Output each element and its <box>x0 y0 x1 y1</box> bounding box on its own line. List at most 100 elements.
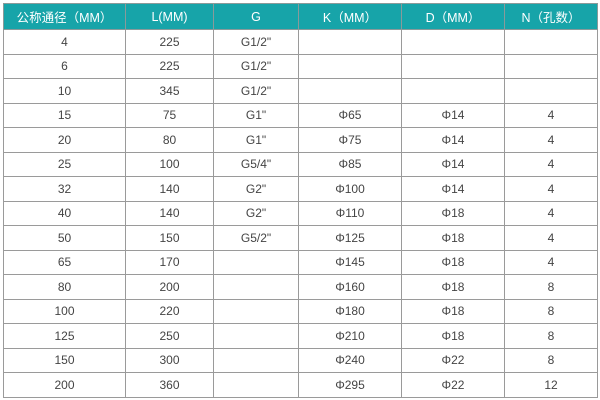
table-row: 125 250 Φ210 Φ18 8 <box>3 323 598 349</box>
table-row: 32 140 G2" Φ100 Φ14 4 <box>3 176 598 202</box>
cell-d-diameter: Φ18 <box>401 323 505 349</box>
cell-hole-count: 4 <box>504 176 598 202</box>
cell-nominal-diameter: 15 <box>3 102 126 128</box>
cell-length: 225 <box>125 53 214 79</box>
cell-k-diameter: Φ295 <box>298 372 402 398</box>
cell-d-diameter: Φ18 <box>401 200 505 226</box>
cell-nominal-diameter: 200 <box>3 372 126 398</box>
cell-nominal-diameter: 25 <box>3 151 126 177</box>
cell-thread <box>213 323 299 349</box>
table-row: 65 170 Φ145 Φ18 4 <box>3 249 598 275</box>
cell-length: 80 <box>125 127 214 153</box>
table-row: 25 100 G5/4" Φ85 Φ14 4 <box>3 151 598 177</box>
column-header-length: L(MM) <box>125 3 214 30</box>
column-header-d-diameter: D（MM） <box>401 3 505 30</box>
cell-length: 300 <box>125 347 214 373</box>
cell-hole-count: 4 <box>504 225 598 251</box>
cell-d-diameter <box>401 53 505 79</box>
cell-hole-count <box>504 78 598 104</box>
cell-length: 170 <box>125 249 214 275</box>
cell-nominal-diameter: 6 <box>3 53 126 79</box>
cell-hole-count: 8 <box>504 274 598 300</box>
table-row: 40 140 G2" Φ110 Φ18 4 <box>3 200 598 226</box>
cell-thread: G2" <box>213 176 299 202</box>
cell-hole-count: 12 <box>504 372 598 398</box>
cell-thread: G5/2" <box>213 225 299 251</box>
cell-k-diameter <box>298 78 402 104</box>
cell-length: 75 <box>125 102 214 128</box>
cell-thread: G2" <box>213 200 299 226</box>
column-header-thread: G <box>213 3 299 30</box>
cell-thread <box>213 274 299 300</box>
cell-hole-count: 8 <box>504 347 598 373</box>
cell-nominal-diameter: 4 <box>3 29 126 55</box>
cell-length: 140 <box>125 200 214 226</box>
cell-d-diameter: Φ18 <box>401 225 505 251</box>
cell-d-diameter <box>401 29 505 55</box>
cell-d-diameter: Φ22 <box>401 347 505 373</box>
cell-k-diameter: Φ180 <box>298 298 402 324</box>
cell-nominal-diameter: 20 <box>3 127 126 153</box>
table-row: 150 300 Φ240 Φ22 8 <box>3 347 598 373</box>
cell-length: 225 <box>125 29 214 55</box>
cell-length: 345 <box>125 78 214 104</box>
cell-hole-count: 4 <box>504 151 598 177</box>
cell-k-diameter: Φ125 <box>298 225 402 251</box>
cell-nominal-diameter: 150 <box>3 347 126 373</box>
table-row: 100 220 Φ180 Φ18 8 <box>3 298 598 324</box>
cell-hole-count: 4 <box>504 200 598 226</box>
cell-d-diameter <box>401 78 505 104</box>
cell-thread: G1/2" <box>213 53 299 79</box>
cell-length: 100 <box>125 151 214 177</box>
cell-length: 200 <box>125 274 214 300</box>
cell-thread: G1" <box>213 127 299 153</box>
table-row: 4 225 G1/2" <box>3 29 598 55</box>
cell-k-diameter: Φ240 <box>298 347 402 373</box>
cell-nominal-diameter: 125 <box>3 323 126 349</box>
table-row: 6 225 G1/2" <box>3 53 598 79</box>
cell-hole-count: 4 <box>504 249 598 275</box>
table-row: 50 150 G5/2" Φ125 Φ18 4 <box>3 225 598 251</box>
column-header-nominal-diameter: 公称通径（MM） <box>3 3 126 30</box>
cell-length: 140 <box>125 176 214 202</box>
cell-k-diameter: Φ110 <box>298 200 402 226</box>
cell-nominal-diameter: 100 <box>3 298 126 324</box>
cell-hole-count: 8 <box>504 298 598 324</box>
cell-k-diameter: Φ210 <box>298 323 402 349</box>
spec-table: 公称通径（MM） L(MM) G K（MM） D（MM） N（孔数） 4 225 G1/2" 6… <box>3 3 598 398</box>
cell-nominal-diameter: 10 <box>3 78 126 104</box>
cell-d-diameter: Φ14 <box>401 151 505 177</box>
cell-hole-count <box>504 29 598 55</box>
cell-nominal-diameter: 32 <box>3 176 126 202</box>
cell-nominal-diameter: 65 <box>3 249 126 275</box>
cell-thread: G1/2" <box>213 78 299 104</box>
cell-length: 360 <box>125 372 214 398</box>
cell-k-diameter: Φ100 <box>298 176 402 202</box>
cell-d-diameter: Φ14 <box>401 127 505 153</box>
cell-k-diameter <box>298 29 402 55</box>
cell-thread <box>213 249 299 275</box>
cell-k-diameter: Φ75 <box>298 127 402 153</box>
cell-thread <box>213 372 299 398</box>
cell-length: 220 <box>125 298 214 324</box>
cell-d-diameter: Φ18 <box>401 249 505 275</box>
header-row: 公称通径（MM） L(MM) G K（MM） D（MM） N（孔数） <box>3 3 598 30</box>
cell-thread: G5/4" <box>213 151 299 177</box>
cell-k-diameter: Φ145 <box>298 249 402 275</box>
table-row: 200 360 Φ295 Φ22 12 <box>3 372 598 398</box>
cell-d-diameter: Φ14 <box>401 176 505 202</box>
cell-d-diameter: Φ22 <box>401 372 505 398</box>
column-header-hole-count: N（孔数） <box>504 3 598 30</box>
cell-thread <box>213 347 299 373</box>
table-row: 80 200 Φ160 Φ18 8 <box>3 274 598 300</box>
cell-hole-count: 4 <box>504 127 598 153</box>
cell-d-diameter: Φ14 <box>401 102 505 128</box>
cell-nominal-diameter: 50 <box>3 225 126 251</box>
cell-k-diameter: Φ65 <box>298 102 402 128</box>
cell-hole-count: 8 <box>504 323 598 349</box>
cell-thread <box>213 298 299 324</box>
table-row: 15 75 G1" Φ65 Φ14 4 <box>3 102 598 128</box>
cell-nominal-diameter: 40 <box>3 200 126 226</box>
cell-k-diameter <box>298 53 402 79</box>
cell-nominal-diameter: 80 <box>3 274 126 300</box>
